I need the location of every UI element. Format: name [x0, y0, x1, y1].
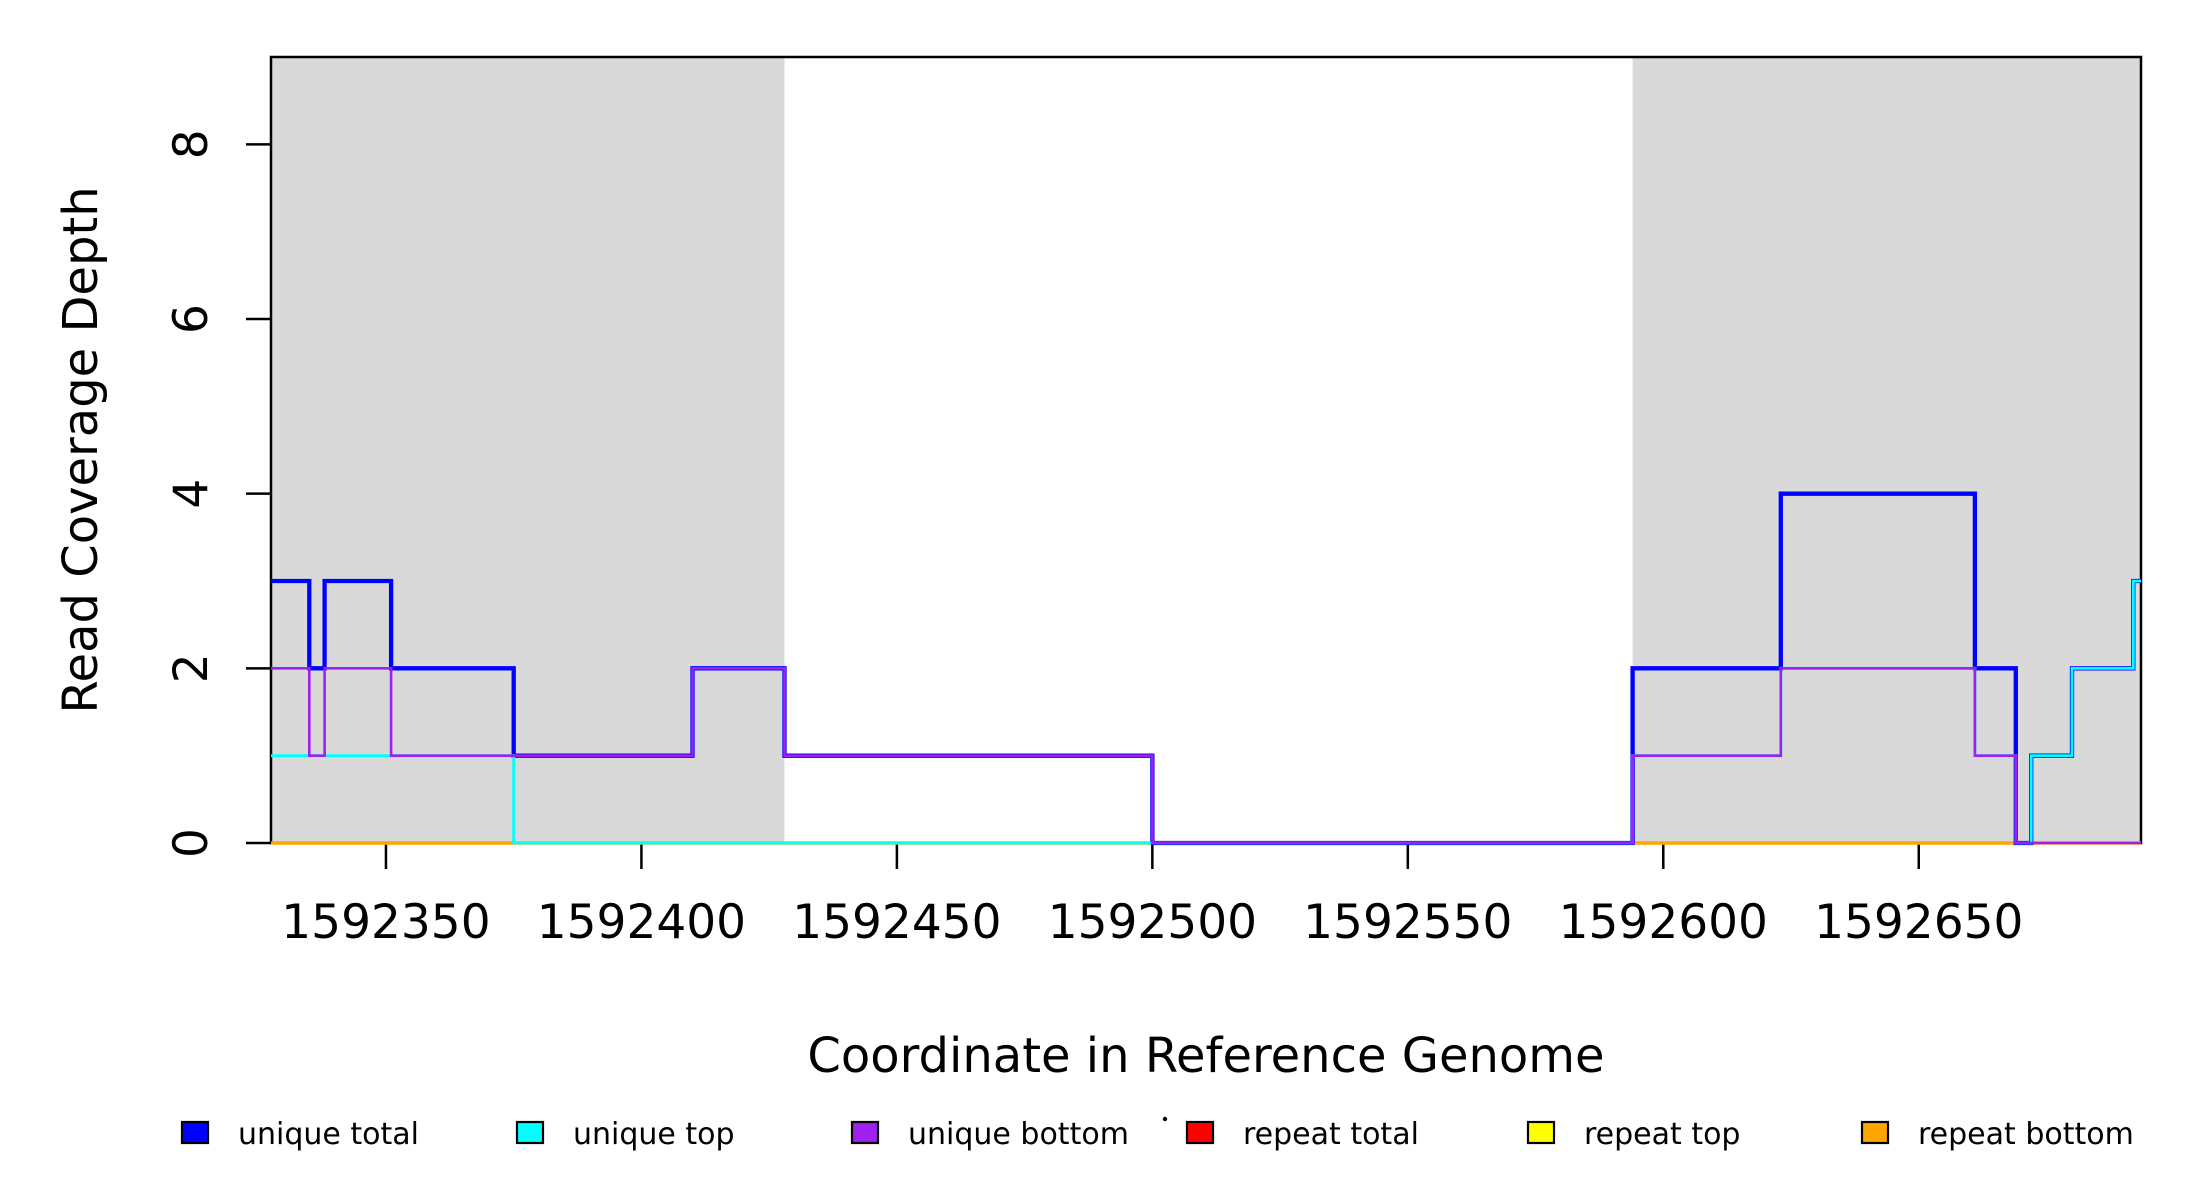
x-tick-label-1592600: 1592600: [1559, 895, 1768, 950]
left-feature-region: [271, 57, 785, 843]
legend-label-unique-bottom: unique bottom: [908, 1117, 1129, 1152]
stray-dot-mark: [1162, 1116, 1168, 1122]
legend-swatch-repeat-top: [1526, 1120, 1556, 1145]
legend-swatch-unique-top: [515, 1120, 545, 1145]
y-tick-label-2: 2: [164, 653, 219, 683]
legend-label-unique-total: unique total: [238, 1117, 419, 1152]
series-unique-bottom: [271, 667, 2141, 845]
x-tick-label-1592500: 1592500: [1048, 895, 1257, 950]
shaded-regions-layer: [271, 57, 2141, 843]
legend-label-repeat-total: repeat total: [1243, 1117, 1419, 1152]
axes-layer: 1592350 1592400 1592450 1592500 1592550 15926…: [164, 129, 2023, 950]
legend: unique total unique top unique bottom repea…: [180, 1117, 2134, 1152]
legend-swatch-repeat-total: [1185, 1120, 1215, 1145]
x-axis-title: Coordinate in Reference Genome: [807, 1028, 1604, 1084]
legend-item-unique-top: unique top: [515, 1117, 735, 1152]
legend-swatch-repeat-bottom: [1860, 1120, 1890, 1145]
x-tick-label-1592350: 1592350: [281, 895, 490, 950]
legend-item-repeat-bottom: repeat bottom: [1860, 1117, 2134, 1152]
legend-label-unique-top: unique top: [573, 1117, 735, 1152]
legend-label-repeat-top: repeat top: [1584, 1117, 1740, 1152]
y-tick-label-0: 0: [164, 828, 219, 858]
legend-item-repeat-top: repeat top: [1526, 1117, 1740, 1152]
y-tick-label-8: 8: [164, 129, 219, 159]
y-tick-label-4: 4: [164, 479, 219, 509]
y-axis-title: Read Coverage Depth: [53, 186, 109, 713]
legend-item-repeat-total: repeat total: [1185, 1117, 1419, 1152]
legend-item-unique-bottom: unique bottom: [850, 1117, 1129, 1152]
legend-label-repeat-bottom: repeat bottom: [1918, 1117, 2134, 1152]
x-tick-label-1592650: 1592650: [1814, 895, 2023, 950]
legend-item-unique-total: unique total: [180, 1117, 419, 1152]
x-tick-label-1592450: 1592450: [792, 895, 1001, 950]
series-layer: [271, 491, 2141, 846]
legend-swatch-unique-total: [180, 1120, 210, 1145]
x-tick-label-1592550: 1592550: [1303, 895, 1512, 950]
x-tick-label-1592400: 1592400: [537, 895, 746, 950]
y-tick-label-6: 6: [164, 304, 219, 334]
legend-swatch-unique-bottom: [850, 1120, 880, 1145]
right-feature-region: [1632, 57, 2141, 843]
